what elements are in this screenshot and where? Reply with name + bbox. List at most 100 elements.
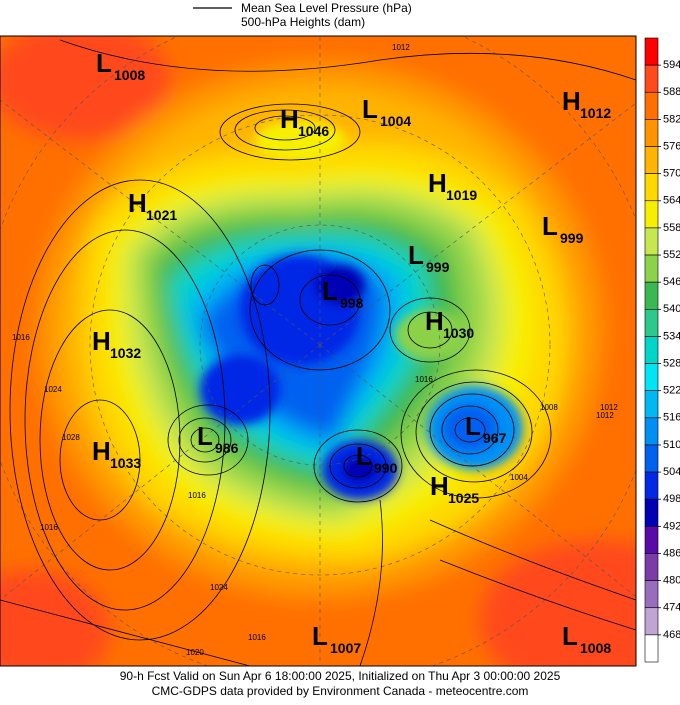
colorbar-label: 516 (663, 412, 680, 424)
contour-label: 1016 (12, 333, 30, 342)
center-value: 1046 (298, 123, 329, 139)
colorbar-label: 552 (663, 249, 680, 261)
center-value: 1004 (380, 113, 411, 129)
colorbar-band (644, 390, 659, 419)
colorbar-band (644, 64, 659, 93)
center-value: 1025 (448, 490, 479, 506)
contour-label: 1016 (40, 523, 58, 532)
contour-label: 1012 (596, 411, 614, 420)
center-value: 1033 (110, 455, 141, 471)
center-value: 1007 (330, 640, 361, 656)
colorbar-label: 504 (663, 466, 680, 478)
colorbar-band (644, 173, 659, 202)
contour-label: 1008 (540, 403, 558, 412)
center-value: 967 (483, 430, 507, 446)
colorbar-label: 528 (663, 357, 680, 369)
contour-label: 1016 (248, 633, 266, 642)
colorbar-label: 486 (663, 547, 680, 559)
center-value: 1021 (146, 207, 177, 223)
center-value: 986 (215, 440, 239, 456)
center-letter: L (408, 240, 424, 270)
colorbar-label: 588 (663, 86, 680, 98)
colorbar-label: 582 (663, 113, 680, 125)
colorbar-band (644, 526, 659, 554)
center-letter: L (197, 421, 213, 451)
center-value: 1032 (110, 345, 141, 361)
center-letter: H (425, 306, 444, 336)
center-letter: H (562, 86, 581, 116)
colorbar-band (644, 309, 659, 337)
colorbar-band (644, 119, 659, 147)
colorbar-label: 468 (663, 629, 680, 641)
colorbar-band (644, 281, 659, 310)
colorbar-label: 474 (663, 602, 680, 614)
center-value: 990 (374, 460, 398, 476)
center-letter: H (428, 168, 447, 198)
legend-line-text: Mean Sea Level Pressure (hPa) (241, 1, 412, 15)
contour-label: 1012 (392, 43, 410, 52)
center-letter: L (312, 621, 328, 651)
map-frame (0, 35, 637, 667)
colorbar-label: 576 (663, 140, 680, 152)
contour-label: 1016 (188, 491, 206, 500)
colorbar-band (644, 498, 659, 527)
colorbar-band (644, 336, 659, 364)
contour-label: 1020 (186, 648, 204, 657)
center-letter: L (356, 441, 372, 471)
center-value: 999 (426, 259, 450, 275)
footer-credit: CMC-GDPS data provided by Environment Ca… (152, 684, 529, 698)
center-value: 1012 (580, 105, 611, 121)
contour-label: 1012 (600, 403, 618, 412)
center-value: 1008 (114, 67, 145, 83)
colorbar-band (644, 254, 659, 283)
contour-label: 1024 (210, 583, 228, 592)
colorbar-band (644, 607, 659, 636)
center-letter: L (562, 621, 578, 651)
colorbar-label: 570 (663, 168, 680, 180)
colorbar-band (644, 227, 659, 256)
colorbar-label: 534 (663, 330, 680, 342)
colorbar-band (644, 200, 659, 229)
colorbar: 594 588 582 576 570 564 558 552 546 540 534 528 522 5… (644, 37, 680, 663)
center-letter: H (92, 436, 111, 466)
center-letter: H (430, 471, 449, 501)
colorbar-label: 558 (663, 222, 680, 234)
colorbar-label: 564 (663, 195, 680, 207)
colorbar-band (644, 580, 659, 609)
colorbar-band (644, 91, 659, 120)
contour-label: 1028 (62, 433, 80, 442)
colorbar-label: 594 (663, 59, 680, 71)
center-value: 1008 (580, 640, 611, 656)
colorbar-band (644, 37, 659, 66)
center-value: 998 (340, 295, 364, 311)
colorbar-band (644, 471, 659, 500)
colorbar-label: 522 (663, 385, 680, 397)
colorbar-band (644, 146, 659, 174)
center-letter: H (128, 188, 147, 218)
contour-label: 1004 (510, 473, 528, 482)
colorbar-label: 510 (663, 439, 680, 451)
legend-sub-text: 500-hPa Heights (dam) (241, 15, 365, 29)
center-letter: L (542, 211, 558, 241)
colorbar-label: 498 (663, 493, 680, 505)
contour-label: 1016 (415, 375, 433, 384)
colorbar-band (644, 553, 659, 581)
center-letter: L (96, 48, 112, 78)
colorbar-band (644, 444, 659, 473)
center-letter: L (465, 411, 481, 441)
colorbar-band (644, 634, 659, 663)
colorbar-label: 546 (663, 276, 680, 288)
center-letter: H (92, 326, 111, 356)
colorbar-band (644, 417, 659, 446)
colorbar-label: 492 (663, 520, 680, 532)
colorbar-band (644, 363, 659, 391)
colorbar-label: 480 (663, 575, 680, 587)
center-value: 999 (560, 230, 584, 246)
center-letter: L (322, 276, 338, 306)
contour-label: 1024 (44, 385, 62, 394)
center-letter: H (280, 104, 299, 134)
center-value: 1030 (443, 325, 474, 341)
center-value: 1019 (446, 187, 477, 203)
